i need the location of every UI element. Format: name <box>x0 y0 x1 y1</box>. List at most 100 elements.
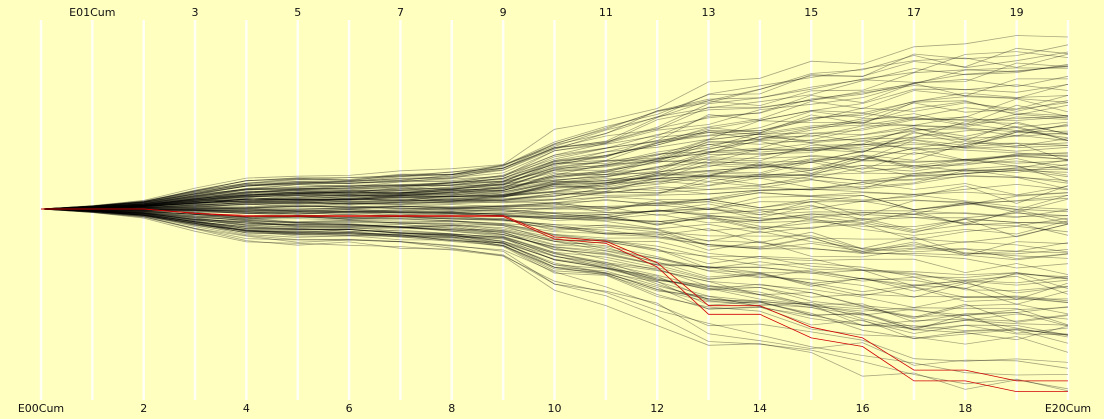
series-line <box>40 138 1069 210</box>
series-line <box>40 208 1069 227</box>
series-line <box>40 137 1069 210</box>
axis-label-2: 2 <box>140 402 147 415</box>
axis-labels-layer: E00Cum E01Cum 2 3 4 5 6 7 8 9 10 11 12 13 14 15 16 17 18 19… <box>18 6 1091 415</box>
series-line <box>40 208 1069 334</box>
series-line <box>40 208 1069 280</box>
series-line <box>40 115 1069 210</box>
series-line <box>40 84 1069 210</box>
series-line <box>40 208 1069 376</box>
series-line <box>40 208 1069 269</box>
series-line <box>40 208 1069 302</box>
series-line <box>40 208 1069 316</box>
series-line <box>40 208 1069 253</box>
series-line <box>40 96 1069 210</box>
series-line <box>40 51 1069 210</box>
series-line <box>40 208 1069 226</box>
series-line <box>40 163 1069 210</box>
series-line <box>40 208 1069 261</box>
axis-label-17: 17 <box>907 6 921 19</box>
series-line <box>40 208 1069 290</box>
series-line <box>40 142 1069 210</box>
series-line <box>40 208 1069 218</box>
series-line <box>40 121 1069 210</box>
series-line <box>40 208 1069 392</box>
series-line <box>40 155 1069 210</box>
axis-label-14: 14 <box>753 402 767 415</box>
series-line <box>40 134 1069 210</box>
series-line <box>40 208 1069 284</box>
series-line <box>40 168 1069 210</box>
series-line <box>40 142 1069 210</box>
series-line <box>40 208 1069 335</box>
series-line <box>40 127 1069 210</box>
series-line <box>40 62 1069 210</box>
series-line <box>40 208 1069 336</box>
series-line <box>40 159 1069 210</box>
series-line <box>40 208 1069 317</box>
series-line <box>40 152 1069 210</box>
series-line <box>40 208 1069 338</box>
series-line <box>40 208 1069 303</box>
series-line <box>40 208 1069 259</box>
axis-label-e20cum: E20Cum <box>1045 402 1091 415</box>
series-line <box>40 204 1069 221</box>
axis-label-16: 16 <box>856 402 870 415</box>
series-line <box>40 100 1069 210</box>
series-line <box>40 130 1069 210</box>
series-line <box>40 194 1069 211</box>
series-line <box>40 208 1069 284</box>
series-line <box>40 53 1069 210</box>
axis-label-13: 13 <box>702 6 716 19</box>
series-line <box>40 47 1069 210</box>
series-line <box>40 158 1069 210</box>
series-line <box>40 208 1069 256</box>
series-line <box>40 153 1068 210</box>
series-line <box>40 208 1069 236</box>
axis-label-e00cum: E00Cum <box>18 402 64 415</box>
series-line <box>40 95 1069 210</box>
series-line <box>40 208 1069 241</box>
series-line <box>40 63 1069 210</box>
series-line <box>40 92 1069 210</box>
series-line <box>40 78 1068 210</box>
series-line <box>40 170 1069 210</box>
series-line <box>40 208 1069 231</box>
series-line <box>40 208 1069 300</box>
series-line <box>40 208 1069 327</box>
series-lines-layer <box>40 35 1069 392</box>
series-line <box>40 66 1069 210</box>
series-line <box>40 67 1069 210</box>
series-line <box>40 100 1069 210</box>
series-line <box>40 130 1069 210</box>
series-line <box>40 115 1069 210</box>
series-line <box>40 194 1069 212</box>
axis-label-7: 7 <box>397 6 404 19</box>
series-line <box>40 208 1069 298</box>
series-line <box>40 160 1069 210</box>
series-line <box>40 208 1069 255</box>
series-line <box>40 124 1069 210</box>
series-line <box>40 208 1069 329</box>
series-line <box>40 208 1069 390</box>
series-line <box>40 155 1069 210</box>
series-line <box>40 208 1069 341</box>
axis-label-10: 10 <box>548 402 562 415</box>
series-line <box>40 208 1069 369</box>
series-line <box>40 116 1069 210</box>
series-line <box>40 208 1069 260</box>
series-line <box>40 147 1069 210</box>
series-line <box>40 208 1069 275</box>
series-line <box>40 152 1069 210</box>
series-line <box>40 169 1069 210</box>
axis-label-6: 6 <box>346 402 353 415</box>
series-line <box>40 164 1069 210</box>
axis-label-5: 5 <box>294 6 301 19</box>
axis-label-19: 19 <box>1010 6 1024 19</box>
series-line <box>40 208 1069 238</box>
series-line <box>40 182 1069 210</box>
highlight-series-line-2 <box>41 208 1068 392</box>
axis-label-3: 3 <box>192 6 199 19</box>
series-line <box>40 208 1069 323</box>
series-line <box>40 65 1069 210</box>
